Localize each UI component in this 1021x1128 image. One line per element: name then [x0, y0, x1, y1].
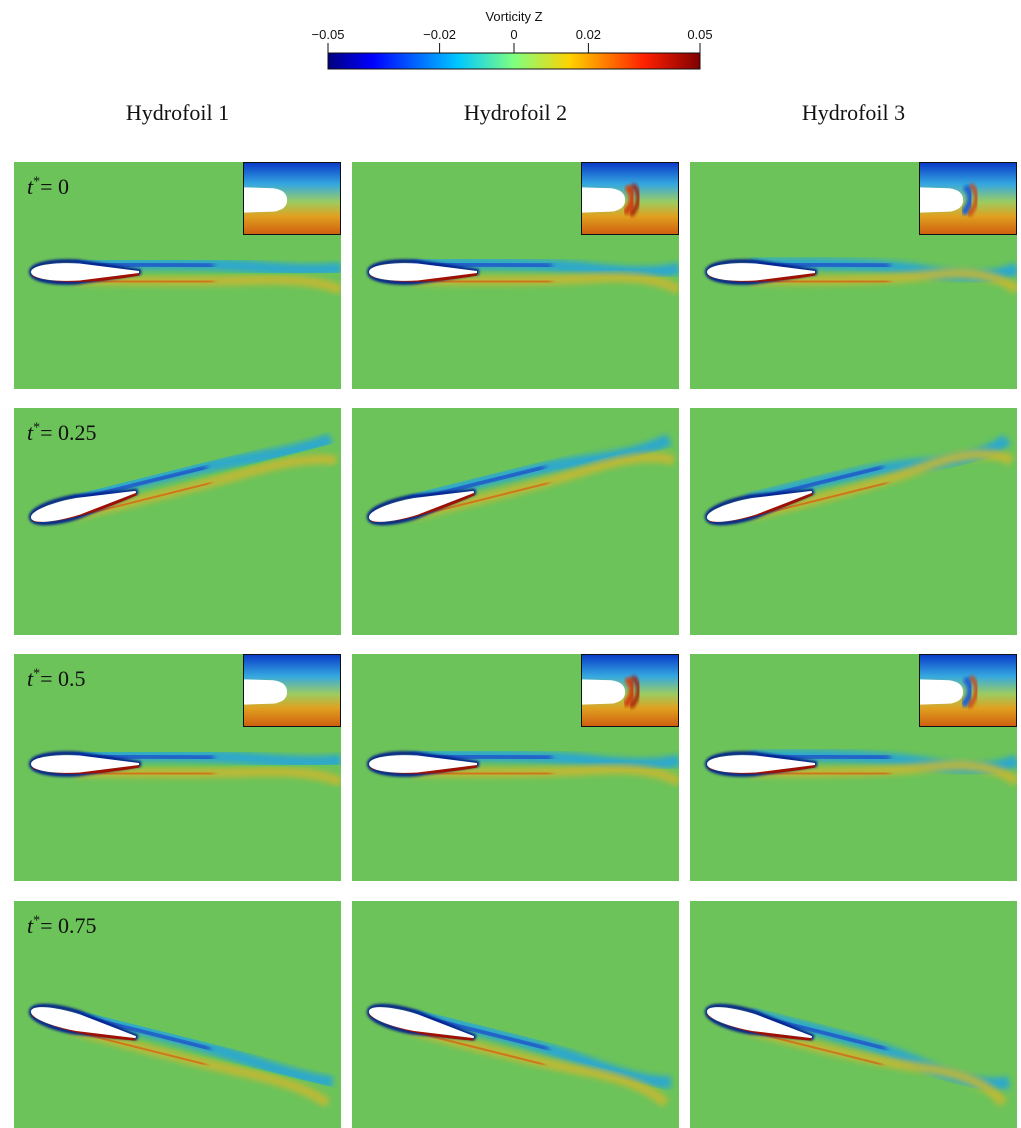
time-symbol: t [27, 666, 34, 691]
vorticity-panel [352, 654, 679, 881]
time-symbol: t [27, 420, 34, 445]
hydrofoil-shape [707, 263, 815, 281]
vorticity-panel [352, 901, 679, 1128]
vorticity-panel [690, 408, 1017, 635]
time-superscript: * [33, 666, 41, 682]
hydrofoil-shape [368, 1007, 475, 1039]
colorbar-tick-label: −0.05 [312, 27, 345, 42]
trailing-edge-inset [919, 162, 1017, 235]
colorbar-tick-label: −0.02 [423, 27, 456, 42]
time-symbol: t [27, 913, 34, 938]
vorticity-field [690, 408, 1017, 635]
inset-foil-tip [582, 187, 626, 213]
vorticity-field [690, 901, 1017, 1128]
vorticity-panel [690, 162, 1017, 389]
vorticity-field [14, 901, 341, 1128]
colorbar-ticks: −0.05 −0.02 0 0.02 0.05 [312, 27, 713, 53]
colorbar-gradient [327, 52, 701, 70]
inset-foil-tip [582, 679, 626, 705]
hydrofoil-shape [706, 490, 813, 522]
trailing-edge-inset [243, 162, 341, 235]
vorticity-field [352, 901, 679, 1128]
hydrofoil-shape [369, 263, 477, 281]
time-label: t*= 0.25 [27, 420, 97, 446]
vorticity-panel: t*= 0.5 [14, 654, 341, 881]
time-superscript: * [33, 420, 41, 436]
time-label: t*= 0.5 [27, 666, 86, 692]
hydrofoil-shape [368, 490, 475, 522]
column-title-1: Hydrofoil 1 [125, 100, 230, 125]
inset-foil-tip [920, 679, 964, 705]
vorticity-panel: t*= 0 [14, 162, 341, 389]
hydrofoil-shape [369, 755, 477, 773]
trailing-edge-inset [581, 162, 679, 235]
vorticity-panel [690, 901, 1017, 1128]
trailing-edge-inset [919, 654, 1017, 727]
colorbar: Vorticity Z −0.05 −0.02 0 0.02 0.05 [300, 0, 740, 80]
trailing-edge-inset [581, 654, 679, 727]
vorticity-panel [690, 654, 1017, 881]
vorticity-panel [352, 162, 679, 389]
time-label: t*= 0.75 [27, 913, 97, 939]
hydrofoil-shape [31, 755, 139, 773]
time-value: = 0.25 [40, 420, 97, 445]
vorticity-field [14, 408, 341, 635]
hydrofoil-shape [31, 263, 139, 281]
time-superscript: * [33, 174, 41, 190]
hydrofoil-shape [706, 1007, 813, 1039]
inset-foil-tip [920, 187, 964, 213]
column-title-3: Hydrofoil 3 [801, 100, 906, 125]
column-title-2: Hydrofoil 2 [463, 100, 568, 125]
time-value: = 0 [40, 174, 70, 199]
inset-foil-tip [244, 679, 288, 705]
hydrofoil-shape [30, 1007, 137, 1039]
vorticity-field [352, 408, 679, 635]
colorbar-title: Vorticity Z [485, 9, 542, 24]
time-symbol: t [27, 174, 34, 199]
vorticity-panel [352, 408, 679, 635]
colorbar-tick-label: 0 [510, 27, 517, 42]
colorbar-tick-label: 0.02 [576, 27, 601, 42]
time-label: t*= 0 [27, 174, 69, 200]
hydrofoil-shape [30, 490, 137, 522]
inset-foil-tip [244, 187, 288, 213]
colorbar-tick-label: 0.05 [687, 27, 712, 42]
hydrofoil-shape [707, 755, 815, 773]
trailing-edge-inset [243, 654, 341, 727]
vorticity-panel: t*= 0.75 [14, 901, 341, 1128]
time-value: = 0.5 [40, 666, 86, 691]
time-value: = 0.75 [40, 913, 97, 938]
time-superscript: * [33, 913, 41, 929]
vorticity-panel: t*= 0.25 [14, 408, 341, 635]
